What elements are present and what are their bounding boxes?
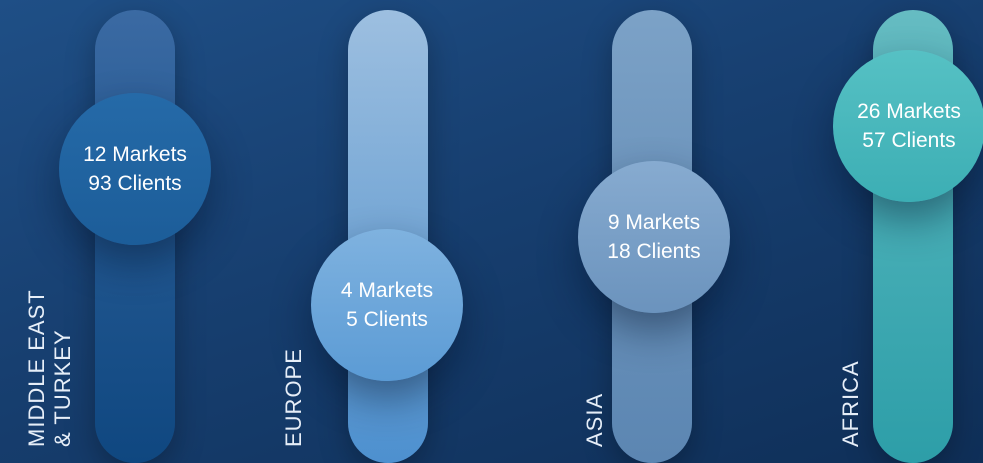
region-bar <box>612 10 692 463</box>
markets-count: 12 Markets <box>83 143 187 166</box>
markets-count: 26 Markets <box>857 100 961 123</box>
region-bar <box>348 10 428 463</box>
region-label-line2: & TURKEY <box>50 329 75 447</box>
region-bar <box>95 10 175 463</box>
region-label-line1: AFRICA <box>838 360 863 447</box>
region-stats-bubble: 12 Markets 93 Clients <box>59 93 211 245</box>
clients-count: 5 Clients <box>346 308 428 331</box>
region-stats-bubble: 9 Markets 18 Clients <box>578 161 730 313</box>
region-stats-bubble: 26 Markets 57 Clients <box>833 50 983 202</box>
region-label-line1: MIDDLE EAST <box>24 289 49 447</box>
clients-count: 57 Clients <box>862 129 956 152</box>
region-bar <box>873 10 953 463</box>
region-label-line1: EUROPE <box>281 348 306 447</box>
region-label: AFRICA <box>838 360 864 447</box>
region-label-line1: ASIA <box>582 392 607 447</box>
markets-count: 4 Markets <box>340 279 434 302</box>
region-stats-bubble: 4 Markets 5 Clients <box>311 229 463 381</box>
markets-count: 9 Markets <box>607 211 701 234</box>
region-label: EUROPE <box>281 348 307 447</box>
region-label: MIDDLE EAST & TURKEY <box>24 289 76 447</box>
clients-count: 18 Clients <box>607 240 701 263</box>
clients-count: 93 Clients <box>88 172 182 195</box>
region-label: ASIA <box>582 393 608 447</box>
